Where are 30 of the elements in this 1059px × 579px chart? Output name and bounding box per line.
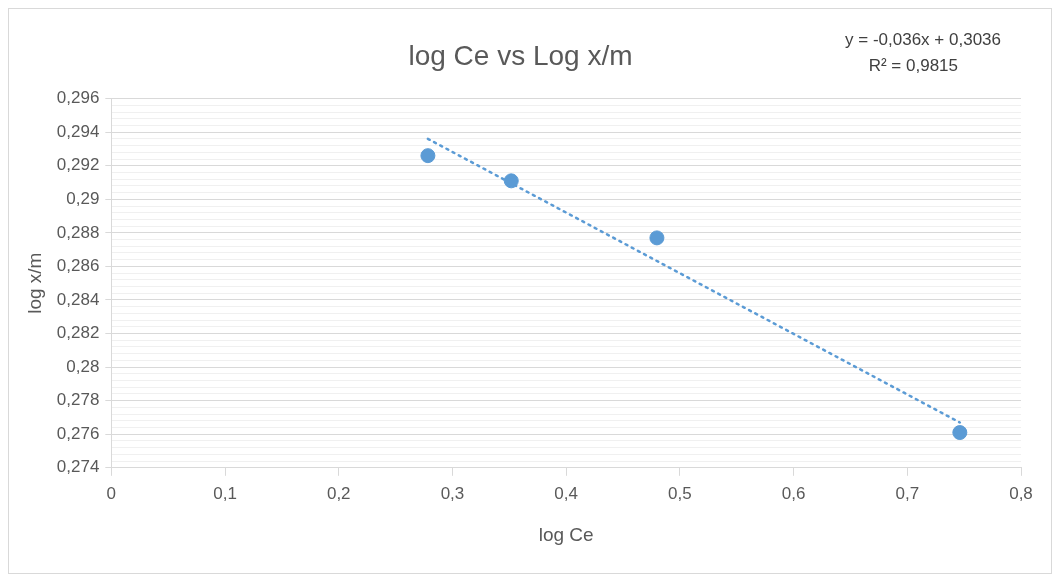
point <box>649 230 665 246</box>
x-tick-label: 0,5 <box>668 483 692 503</box>
x-tick-label: 0,8 <box>1009 483 1033 503</box>
y-tick-label: 0,274 <box>56 457 100 477</box>
x-tick-label: 0 <box>106 483 117 503</box>
y-tick-label: 0,296 <box>56 88 100 108</box>
y-tick-label: 0,278 <box>56 390 100 410</box>
y-tick-label: 0,292 <box>56 155 100 175</box>
y-tick-label: 0,28 <box>66 356 100 376</box>
chart-title: log Ce vs Log x/m <box>408 39 633 71</box>
text: R² = 0,9815 <box>868 56 958 76</box>
y-tick-label: 0,276 <box>56 423 100 443</box>
text: y = -0,036x + 0,3036 <box>845 30 1001 50</box>
y-tick-label: 0,282 <box>56 323 100 343</box>
y-axis-title: log x/m <box>23 252 45 314</box>
point <box>952 425 968 441</box>
y-tick-label: 0,29 <box>66 188 100 208</box>
y-tick-label: 0,288 <box>56 222 100 242</box>
x-tick-label: 0,7 <box>895 483 920 503</box>
x-tick-label: 0,1 <box>213 483 237 503</box>
point <box>503 173 519 189</box>
x-tick-label: 0,6 <box>781 483 806 503</box>
y-tick-label: 0,294 <box>56 121 100 141</box>
point <box>420 148 436 164</box>
x-tick-label: 0,3 <box>440 483 465 503</box>
y-tick-label: 0,286 <box>56 256 100 276</box>
x-axis-title: log Ce <box>538 523 594 545</box>
y-tick-label: 0,284 <box>56 289 100 309</box>
x-tick-label: 0,2 <box>326 483 351 503</box>
x-tick-label: 0,4 <box>554 483 578 503</box>
